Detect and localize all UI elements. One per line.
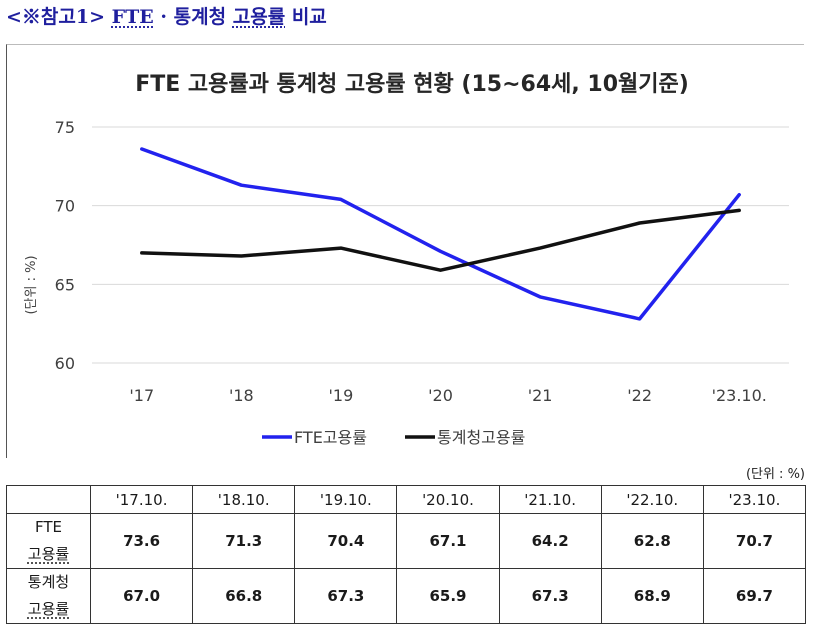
table-unit-note: (단위 : %) <box>745 467 805 482</box>
x-tick-label: '20 <box>428 386 453 405</box>
legend-label: FTE고용률 <box>294 428 367 447</box>
y-tick-labels: 60 65 70 75 <box>55 118 75 373</box>
legend-label: 통계청고용률 <box>437 428 525 447</box>
table-cell: 71.3 <box>192 513 296 569</box>
y-tick-label: 65 <box>55 275 75 294</box>
stat-series-line <box>140 208 741 272</box>
gridlines <box>92 126 789 364</box>
row-label-bottom: 고용률 <box>27 545 70 563</box>
y-tick-label: 60 <box>55 354 75 373</box>
table-cell: 73.6 <box>89 513 194 569</box>
heading-separator: · <box>160 6 168 28</box>
table-cell: 67.1 <box>396 513 500 569</box>
column-header: '22.10. <box>600 485 704 514</box>
table-cell: 70.7 <box>702 513 807 569</box>
heading-prefix: <※참고1> <box>6 6 106 28</box>
table-cell: 67.0 <box>89 568 194 624</box>
row-label: FTE 고용률 <box>6 513 91 569</box>
heading-suffix: 비교 <box>291 6 327 28</box>
table-row: 통계청 고용률 67.0 66.8 67.3 65.9 67.3 68.9 69… <box>6 568 807 624</box>
x-tick-label: '21 <box>528 386 553 405</box>
series-lines <box>140 147 741 321</box>
column-header: '20.10. <box>396 485 500 514</box>
row-label-top: 통계청 <box>27 573 70 591</box>
x-tick-label: '17 <box>129 386 154 405</box>
column-header: '21.10. <box>498 485 602 514</box>
table-cell: 69.7 <box>702 568 807 624</box>
table-cell: 70.4 <box>294 513 398 569</box>
table-cell: 68.9 <box>600 568 704 624</box>
table-cell: 67.3 <box>498 568 602 624</box>
fte-series-line <box>140 147 741 321</box>
table-row: FTE 고용률 73.6 71.3 70.4 67.1 64.2 62.8 70… <box>6 513 807 569</box>
data-table: '17.10. '18.10. '19.10. '20.10. '21.10. … <box>6 485 807 624</box>
heading-underlined: 고용률 <box>232 6 286 28</box>
heading-middle: 통계청 <box>173 6 227 28</box>
document-heading: <※참고1> FTE · 통계청 고용률 비교 <box>6 2 327 32</box>
row-label: 통계청 고용률 <box>6 568 91 624</box>
x-tick-label: '18 <box>229 386 254 405</box>
y-axis-label: (단위 : %) <box>24 255 39 314</box>
y-tick-label: 70 <box>55 197 75 216</box>
row-label-bottom: 고용률 <box>27 600 70 618</box>
chart-title: FTE 고용률과 통계청 고용률 현황 (15~64세, 10월기준) <box>135 72 689 97</box>
x-tick-labels: '17 '18 '19 '20 '21 '22 '23.10. <box>129 386 766 405</box>
x-tick-label: '22 <box>627 386 652 405</box>
table-header-row: '17.10. '18.10. '19.10. '20.10. '21.10. … <box>6 485 807 514</box>
table-cell: 62.8 <box>600 513 704 569</box>
column-header: '18.10. <box>192 485 296 514</box>
table-cell: 67.3 <box>294 568 398 624</box>
x-tick-label: '19 <box>329 386 354 405</box>
chart-frame: FTE 고용률과 통계청 고용률 현황 (15~64세, 10월기준) (단위 … <box>6 44 804 458</box>
line-chart: FTE 고용률과 통계청 고용률 현황 (15~64세, 10월기준) (단위 … <box>24 72 789 447</box>
column-header: '23.10. <box>702 485 807 514</box>
heading-fte: FTE <box>111 6 154 28</box>
table-cell: 66.8 <box>192 568 296 624</box>
legend: FTE고용률 통계청고용률 <box>262 428 525 447</box>
x-tick-label: '23.10. <box>712 386 767 405</box>
column-header: '19.10. <box>294 485 398 514</box>
table-cell: 64.2 <box>498 513 602 569</box>
table-cell: 65.9 <box>396 568 500 624</box>
y-tick-label: 75 <box>55 118 75 137</box>
table-corner-cell <box>6 485 91 514</box>
row-label-top: FTE <box>34 518 62 536</box>
column-header: '17.10. <box>89 485 194 514</box>
